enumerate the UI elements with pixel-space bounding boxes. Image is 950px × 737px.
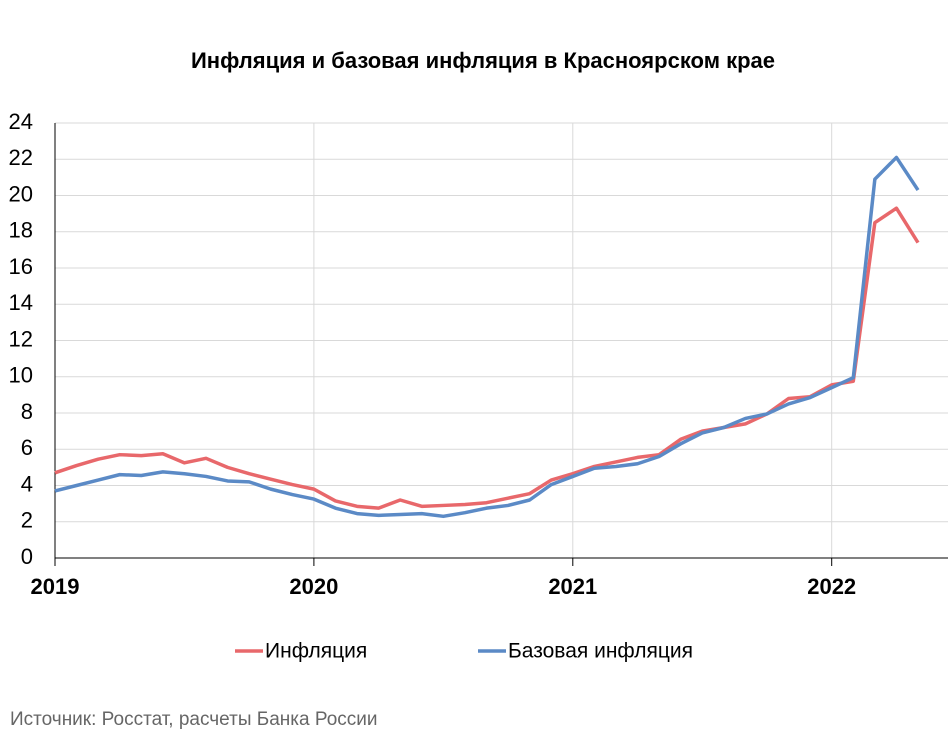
series-line	[54, 206, 920, 510]
y-tick-label: 6	[21, 435, 33, 460]
y-tick-label: 2	[21, 508, 33, 533]
x-tick-label: 2022	[807, 574, 856, 599]
y-tick-label: 22	[9, 145, 33, 170]
x-tick-label: 2020	[289, 574, 338, 599]
legend-label: Инфляция	[265, 640, 367, 663]
y-tick-label: 0	[21, 544, 33, 569]
chart-title: Инфляция и базовая инфляция в Красноярск…	[191, 48, 775, 73]
x-tick-label: 2019	[31, 574, 80, 599]
y-tick-label: 12	[9, 326, 33, 351]
y-tick-label: 4	[21, 471, 33, 496]
y-tick-label: 16	[9, 254, 33, 279]
y-tick-label: 14	[9, 290, 33, 315]
legend-label: Базовая инфляция	[508, 640, 693, 663]
source: Источник: Росстат, расчеты Банка России	[10, 709, 378, 730]
series-line	[54, 155, 920, 519]
y-tick-label: 20	[9, 181, 33, 206]
x-tick-label: 2021	[548, 574, 597, 599]
y-tick-label: 10	[9, 363, 33, 388]
y-tick-label: 8	[21, 399, 33, 424]
y-tick-label: 18	[9, 218, 33, 243]
y-tick-label: 24	[9, 109, 33, 134]
